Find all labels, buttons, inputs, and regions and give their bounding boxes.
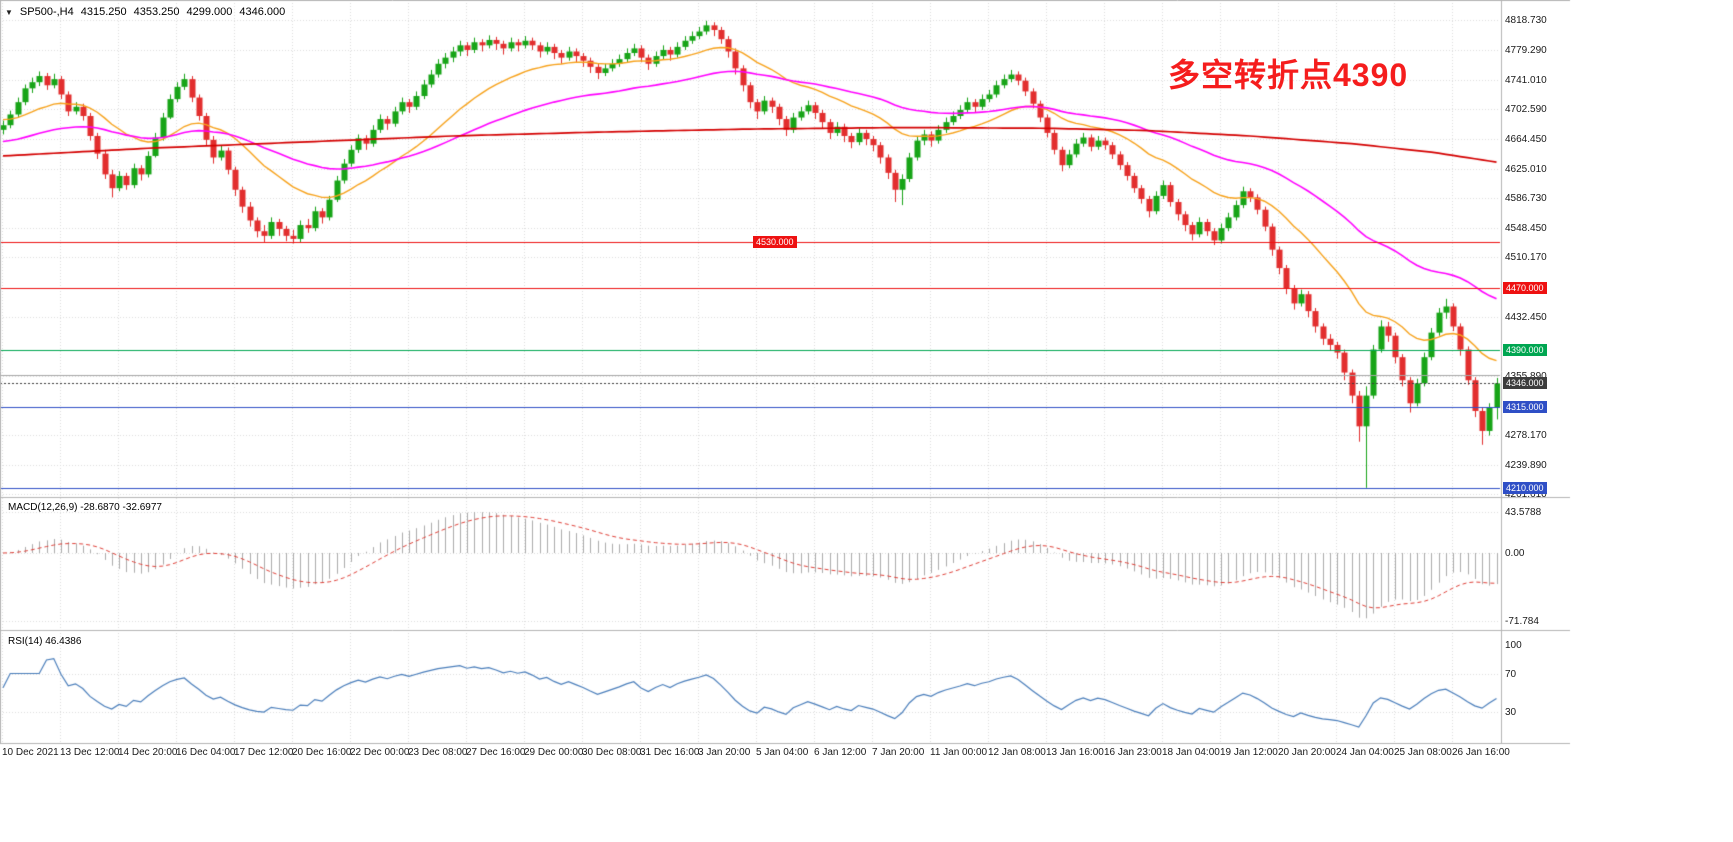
date-axis-label: 13 Jan 16:00 [1046, 747, 1104, 758]
date-axis-label: 27 Dec 16:00 [466, 747, 526, 758]
date-axis-label: 3 Jan 20:00 [698, 747, 751, 758]
price-axis-label: 4278.170 [1505, 430, 1547, 442]
price-axis-label: 4355.890 [1505, 370, 1547, 382]
macd-panel[interactable] [0, 498, 1501, 630]
date-axis-label: 16 Dec 04:00 [176, 747, 236, 758]
price-axis-label: 4510.170 [1505, 252, 1547, 264]
price-axis-label: 4201.610 [1505, 489, 1547, 501]
price-axis-label: 4548.450 [1505, 222, 1547, 234]
macd-indicator-label: MACD(12,26,9) -28.6870 -32.6977 [8, 502, 162, 513]
ohlc-open: 4315.250 [80, 6, 127, 18]
date-axis-label: 14 Dec 20:00 [118, 747, 178, 758]
pivot-4390-badge: 4390.000 [1503, 343, 1547, 356]
symbol-dropdown-icon[interactable]: ▼ [5, 7, 13, 17]
date-axis-label: 16 Jan 23:00 [1104, 747, 1162, 758]
price-axis-label: 4779.290 [1505, 45, 1547, 57]
symbol-name: SP500-,H4 [19, 6, 74, 18]
ohlc-high: 4353.250 [133, 6, 180, 18]
last-price-badge: 4346.000 [1503, 377, 1547, 390]
date-axis-label: 23 Dec 08:00 [408, 747, 468, 758]
date-axis-label: 13 Dec 12:00 [60, 747, 120, 758]
date-scale[interactable]: 10 Dec 2021 13 Dec 12:00 14 Dec 20:00 16 De… [0, 744, 1733, 766]
date-axis-label: 29 Dec 00:00 [524, 747, 584, 758]
rsi-axis-label: 70 [1505, 668, 1517, 680]
date-axis-label: 19 Jan 12:00 [1220, 747, 1278, 758]
price-axis-label: 4239.890 [1505, 459, 1547, 471]
date-axis-label: 24 Jan 04:00 [1336, 747, 1394, 758]
price-axis-label: 4432.450 [1505, 311, 1547, 323]
price-axis-label: 4625.010 [1505, 163, 1547, 175]
support-4315-badge: 4315.000 [1503, 401, 1547, 414]
rsi-panel[interactable] [0, 631, 1501, 743]
resistance-4530-badge: 4530.000 [753, 235, 797, 248]
rsi-indicator-label: RSI(14) 46.4386 [8, 636, 82, 647]
rsi-axis-label: 100 [1505, 640, 1522, 651]
resistance-4470-badge: 4470.000 [1503, 282, 1547, 295]
date-axis-label: 17 Dec 12:00 [234, 747, 294, 758]
date-axis-label: 22 Dec 00:00 [350, 747, 410, 758]
support-4210-badge: 4210.000 [1503, 481, 1547, 494]
ohlc-close: 4346.000 [239, 6, 286, 18]
date-axis-label: 10 Dec 2021 [2, 747, 59, 758]
date-axis-label: 31 Dec 16:00 [640, 747, 700, 758]
date-axis-label: 12 Jan 08:00 [988, 747, 1046, 758]
macd-axis-label: 0.00 [1505, 548, 1525, 559]
date-axis-label: 7 Jan 20:00 [872, 747, 925, 758]
rsi-axis-label: 30 [1505, 706, 1517, 718]
date-axis-label: 20 Jan 20:00 [1278, 747, 1336, 758]
date-axis-label: 18 Jan 04:00 [1162, 747, 1220, 758]
symbol-info: ▼ SP500-,H4 4315.250 4353.250 4299.000 4… [5, 6, 285, 18]
price-axis-label: 4741.010 [1505, 74, 1547, 86]
price-axis-label: 4586.730 [1505, 193, 1547, 205]
date-axis-label: 26 Jan 16:00 [1452, 747, 1510, 758]
price-axis-label: 4664.450 [1505, 133, 1547, 145]
price-axis-label: 4818.730 [1505, 15, 1547, 27]
price-axis-label: 4702.590 [1505, 104, 1547, 116]
date-axis-label: 25 Jan 08:00 [1394, 747, 1452, 758]
annotation-text: 多空转折点4390 [1168, 57, 1409, 93]
date-axis-label: 5 Jan 04:00 [756, 747, 809, 758]
macd-axis-label: 43.5788 [1505, 506, 1542, 518]
price-scale[interactable]: 4818.730 4779.290 4741.010 4702.590 4664.450… [1501, 0, 1591, 743]
date-axis-label: 20 Dec 16:00 [292, 747, 352, 758]
macd-axis-label: -71.784 [1505, 616, 1539, 628]
date-axis-label: 11 Jan 00:00 [930, 747, 988, 758]
date-axis-label: 6 Jan 12:00 [814, 747, 867, 758]
date-axis-label: 30 Dec 08:00 [582, 747, 642, 758]
ohlc-low: 4299.000 [186, 6, 233, 18]
